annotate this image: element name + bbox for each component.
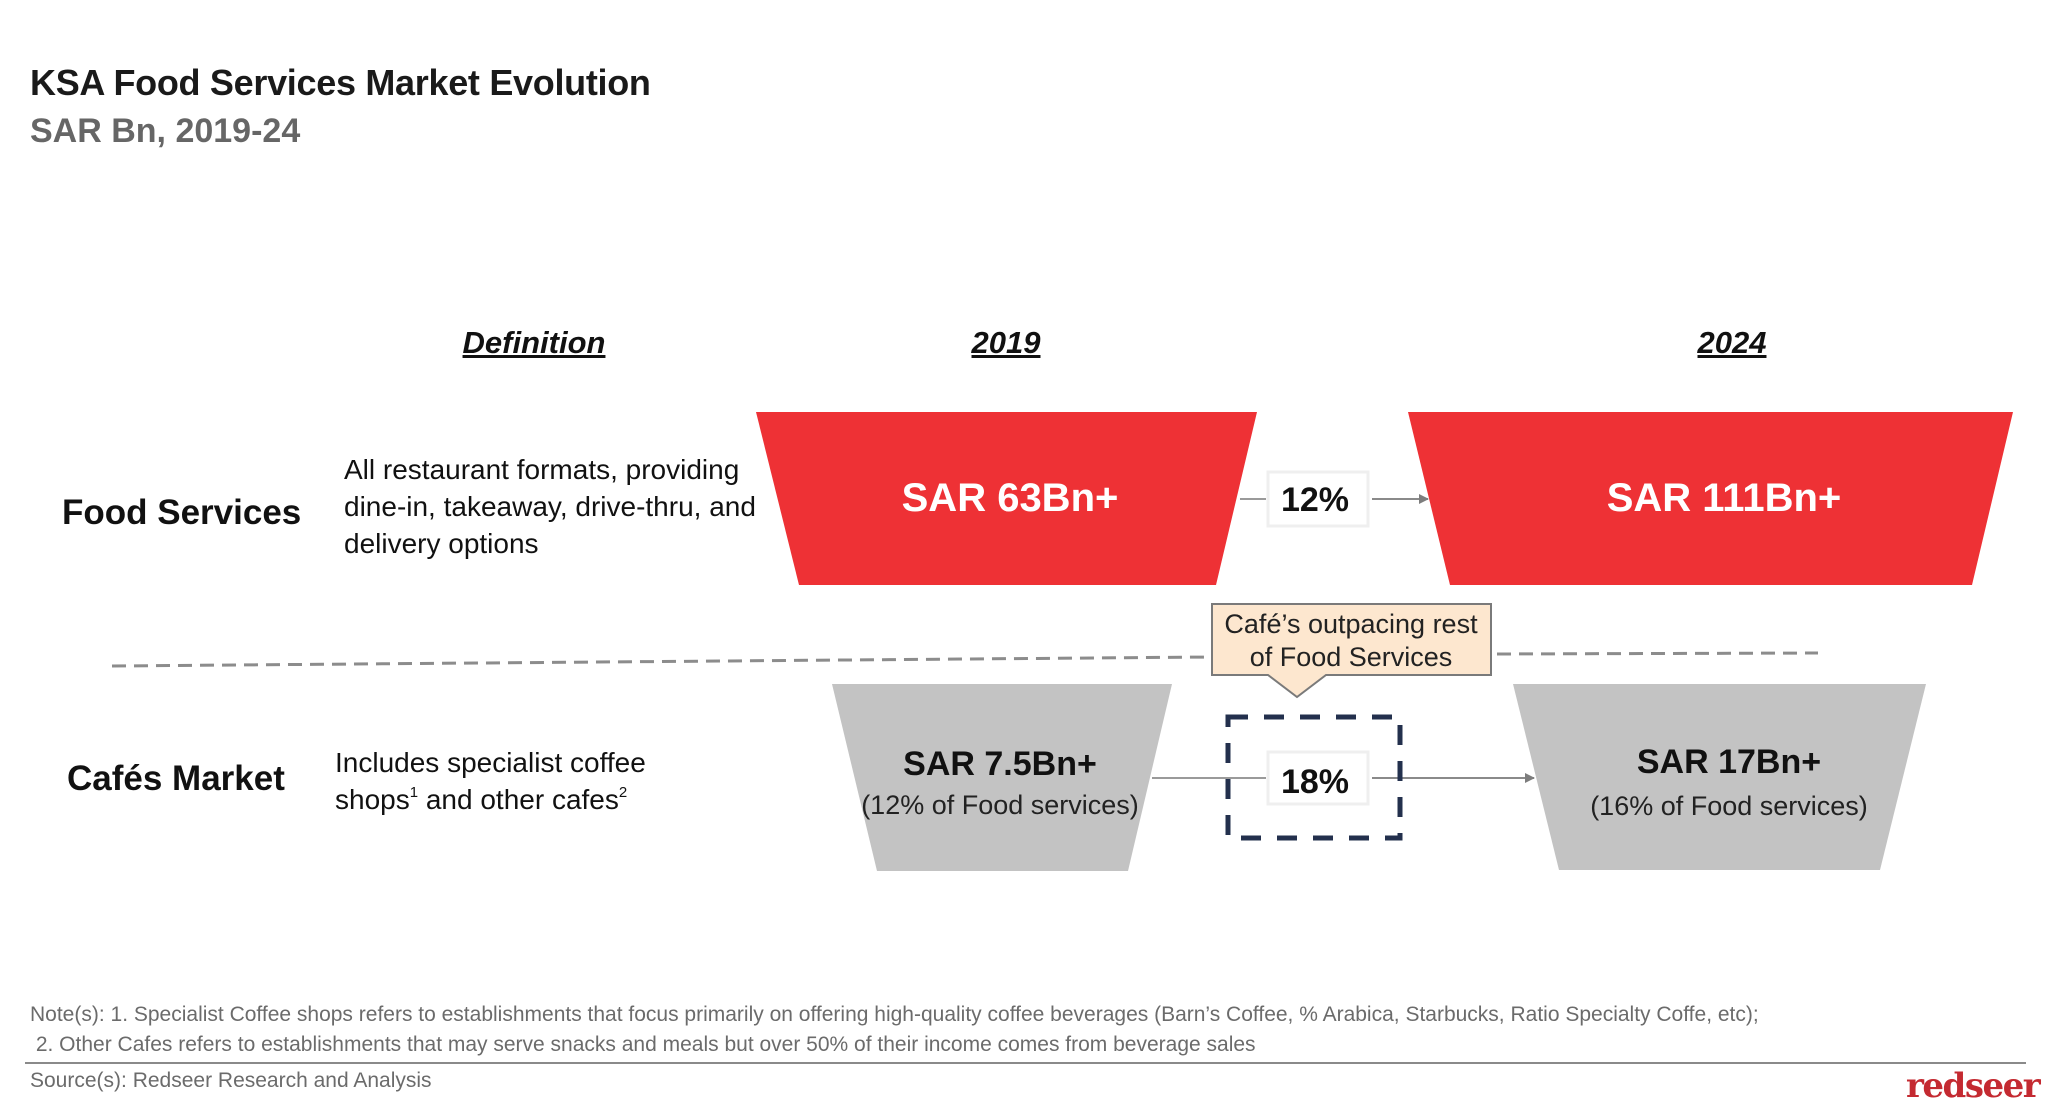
cafes-cagr: 18%	[1281, 763, 1349, 801]
row-label-cafes-market: Cafés Market	[67, 759, 285, 798]
column-header-2019: 2019	[971, 325, 1041, 360]
footnote-1: Note(s): 1. Specialist Coffee shops refe…	[30, 1003, 1759, 1026]
cafes-2024-value: SAR 17Bn+	[1637, 743, 1821, 781]
footnote-2: 2. Other Cafes refers to establishments …	[30, 1033, 1256, 1056]
definition-text-part: Includes specialist coffee shops	[335, 747, 646, 815]
cafes-2019-share: (12% of Food services)	[861, 790, 1139, 820]
definition-food-services: All restaurant formats, providing dine-i…	[344, 454, 756, 559]
page-title: KSA Food Services Market Evolution	[30, 62, 651, 103]
page-subtitle: SAR Bn, 2019-24	[30, 112, 301, 150]
row-separator-right	[1496, 651, 1819, 656]
food-services-2024-block	[1408, 412, 2013, 585]
source-note: Source(s): Redseer Research and Analysis	[30, 1069, 432, 1092]
callout-line-2: of Food Services	[1250, 642, 1453, 672]
footnote-marker-1: 1	[409, 784, 419, 801]
cafes-2024-share: (16% of Food services)	[1590, 791, 1868, 821]
callout-box	[1211, 603, 1492, 699]
definition-text-part: and other cafes	[418, 784, 619, 815]
column-header-2024: 2024	[1697, 325, 1767, 360]
row-label-food-services: Food Services	[62, 493, 302, 532]
column-header-definition: Definition	[462, 325, 606, 360]
food-services-2019-block	[756, 412, 1257, 585]
cafes-cagr-highlight-box	[1225, 714, 1403, 841]
callout-line-1: Café’s outpacing rest	[1224, 609, 1478, 639]
food-services-cagr: 12%	[1281, 481, 1349, 519]
cafes-2019-block	[832, 684, 1172, 871]
cafes-2019-value: SAR 7.5Bn+	[903, 745, 1097, 783]
food-services-2019-value: SAR 63Bn+	[902, 476, 1119, 520]
redseer-logo: redseer	[1906, 1066, 2041, 1106]
footnotes: Note(s): 1. Specialist Coffee shops refe…	[30, 1000, 1759, 1060]
definition-cafes-market: Includes specialist coffee shops1 and ot…	[335, 744, 735, 818]
row-separator-left	[111, 655, 1213, 668]
food-services-2024-value: SAR 111Bn+	[1607, 476, 1842, 520]
footnote-marker-2: 2	[618, 784, 628, 801]
cafes-cagr-box	[1266, 750, 1370, 806]
food-services-cagr-box	[1266, 470, 1370, 528]
cafes-2024-block	[1513, 684, 1926, 870]
